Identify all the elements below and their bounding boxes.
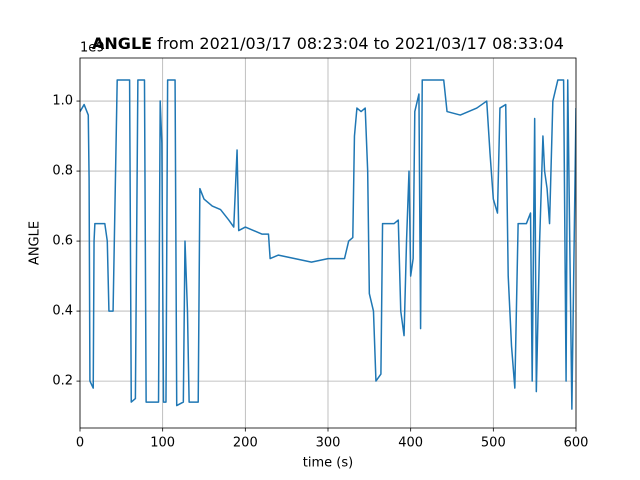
x-axis-label: time (s) [303,456,353,471]
x-tick-label: 600 [564,436,589,451]
title-bold: ANGLE [92,34,152,53]
x-tick-label: 0 [76,436,84,451]
y-offset-label: 1e9 [80,41,105,56]
x-tick-label: 400 [398,436,423,451]
y-axis-label: ANGLE [28,221,43,265]
y-tick-label: 0.6 [52,234,73,249]
x-tick-label: 100 [150,436,175,451]
x-tick-label: 200 [233,436,258,451]
chart-title: ANGLE from 2021/03/17 08:23:04 to 2021/03… [92,34,564,53]
y-tick-label: 0.2 [52,374,73,389]
title-rest: from 2021/03/17 08:23:04 to 2021/03/17 0… [157,34,564,53]
y-tick-label: 0.8 [52,164,73,179]
y-tick-label: 1.0 [52,94,73,109]
x-tick-label: 300 [316,436,341,451]
data-line [80,79,576,410]
x-tick-label: 500 [481,436,506,451]
y-tick-label: 0.4 [52,304,73,319]
